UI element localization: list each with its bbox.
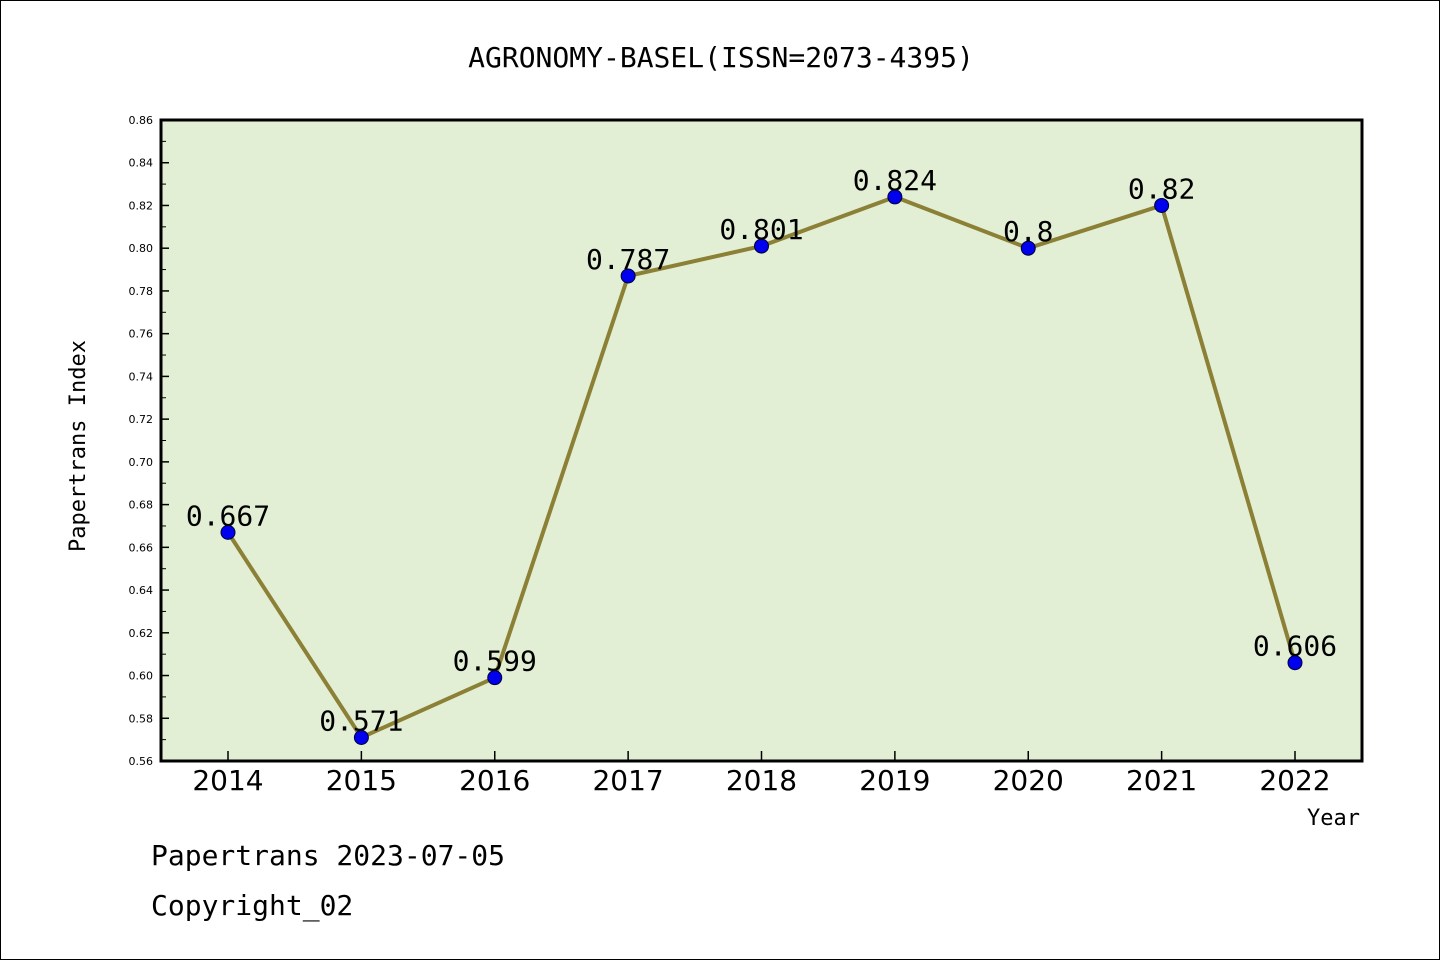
y-tick-label: 0.66 <box>129 541 154 554</box>
y-tick-label: 0.72 <box>129 413 154 426</box>
footer-date: Papertrans 2023-07-05 <box>151 839 505 872</box>
data-label: 0.787 <box>586 243 670 276</box>
y-tick-label: 0.80 <box>129 242 154 255</box>
footer-copyright: Copyright_02 <box>151 889 353 923</box>
data-points <box>220 189 1303 745</box>
chart-title: AGRONOMY-BASEL(ISSN=2073-4395) <box>468 41 974 74</box>
x-tick-label: 2015 <box>326 764 397 797</box>
y-tick-label: 0.58 <box>129 712 154 725</box>
x-axis-title: Year <box>1307 806 1360 831</box>
data-point <box>220 524 236 540</box>
x-tick-label: 2022 <box>1259 764 1330 797</box>
y-tick-label: 0.64 <box>129 584 154 597</box>
x-tick-label: 2016 <box>459 764 530 797</box>
y-tick-label: 0.78 <box>129 285 154 298</box>
data-label: 0.667 <box>186 499 270 532</box>
data-label: 0.824 <box>853 164 937 197</box>
y-tick-label: 0.60 <box>129 670 154 683</box>
data-label: 0.801 <box>719 213 803 246</box>
data-point <box>1154 197 1170 213</box>
x-tick-label: 2018 <box>726 764 797 797</box>
x-tick-label: 2020 <box>993 764 1064 797</box>
x-tick-label: 2021 <box>1126 764 1197 797</box>
y-axis: 0.56 0.58 0.60 0.62 0.64 0.66 0.68 0.70 0.72 0.74… <box>129 114 169 768</box>
plot-area <box>159 118 1364 763</box>
data-point <box>887 189 903 205</box>
data-point <box>1287 655 1303 671</box>
data-point <box>754 238 769 254</box>
y-tick-label: 0.84 <box>129 157 154 170</box>
y-tick-label: 0.62 <box>129 627 154 640</box>
data-labels: 0.667 0.571 0.599 0.787 0.801 0.824 0.8 0.82 0.6… <box>186 164 1337 738</box>
x-tick-label: 2014 <box>192 764 263 797</box>
y-axis-title: Papertrans Index <box>66 340 91 552</box>
data-label: 0.82 <box>1128 172 1195 205</box>
y-tick-label: 0.76 <box>129 328 154 341</box>
y-tick-label: 0.74 <box>129 370 154 383</box>
data-label: 0.606 <box>1253 630 1337 663</box>
x-axis: 2014 2015 2016 2017 2018 2019 2020 2021 2022 <box>192 751 1331 797</box>
data-point <box>487 670 503 686</box>
data-point <box>353 729 369 745</box>
y-tick-label: 0.86 <box>129 114 154 127</box>
data-label: 0.571 <box>319 704 403 737</box>
x-tick-label: 2019 <box>859 764 930 797</box>
y-tick-label: 0.68 <box>129 499 154 512</box>
y-tick-label: 0.82 <box>129 199 154 212</box>
data-point <box>1020 240 1036 256</box>
data-label: 0.599 <box>453 645 537 678</box>
data-label: 0.8 <box>1003 215 1054 248</box>
data-point <box>620 268 636 284</box>
y-tick-label: 0.70 <box>129 456 154 469</box>
x-tick-label: 2017 <box>592 764 663 797</box>
y-tick-label: 0.56 <box>129 755 154 768</box>
